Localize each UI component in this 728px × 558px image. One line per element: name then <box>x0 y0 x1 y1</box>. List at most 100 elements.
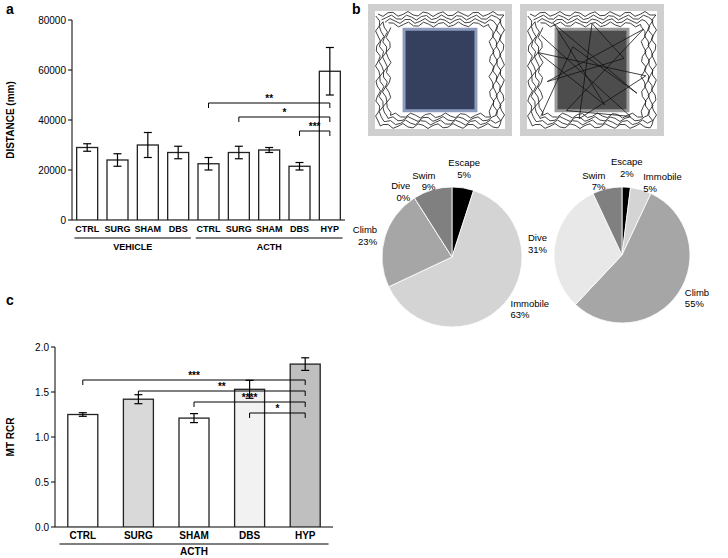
error-cap <box>114 166 122 167</box>
y-tick <box>51 527 55 528</box>
axis-title: DISTANCE (mm) <box>5 81 16 159</box>
panel-label: c <box>6 292 14 308</box>
error-bar <box>114 154 122 167</box>
error-cap <box>265 152 273 153</box>
error-line <box>87 144 88 152</box>
significance-label: * <box>282 107 286 118</box>
error-cap <box>174 158 182 159</box>
panel-label: a <box>6 1 14 17</box>
bar <box>68 415 98 528</box>
significance-bracket <box>83 380 305 385</box>
slice-value-label: 31% <box>528 244 548 255</box>
error-cap <box>235 158 243 159</box>
slice-category-label: Climb <box>353 224 377 235</box>
error-bar <box>79 413 87 417</box>
y-tick-label: 60000 <box>38 65 66 76</box>
track-center <box>406 31 475 109</box>
error-line <box>208 158 209 171</box>
axis-title: MT RCR <box>5 417 16 457</box>
error-cap <box>326 47 334 48</box>
slice-category-label: Swim <box>412 170 435 181</box>
error-line <box>329 48 330 96</box>
significance-bracket <box>250 413 306 418</box>
x-tick-label: DBS <box>290 224 309 234</box>
error-cap <box>114 153 122 154</box>
slice-category-label: Escape <box>448 157 480 168</box>
error-cap <box>235 146 243 147</box>
group-label: VEHICLE <box>113 242 152 252</box>
error-cap <box>144 132 152 133</box>
error-line <box>147 133 148 158</box>
slice-category-label: Dive <box>391 180 410 191</box>
y-tick <box>68 220 72 221</box>
bar <box>107 160 128 220</box>
group-line <box>59 543 328 544</box>
error-bar <box>296 163 304 171</box>
plot-area <box>68 358 320 527</box>
y-tick-label: 2.0 <box>35 342 49 353</box>
y-tick <box>68 20 72 21</box>
error-bar <box>174 146 182 159</box>
significance-label: *** <box>309 121 321 132</box>
bar <box>198 164 219 220</box>
error-bar <box>301 358 309 371</box>
slice-value-label: 5% <box>643 183 657 194</box>
bar <box>179 418 209 527</box>
track-path <box>376 12 505 129</box>
error-line <box>299 163 300 171</box>
bar <box>289 166 310 220</box>
track-center-ring <box>403 28 478 112</box>
x-tick-label: SURG <box>226 224 252 234</box>
error-line <box>238 146 239 159</box>
error-cap <box>174 146 182 147</box>
y-tick-label: 40000 <box>38 115 66 126</box>
x-tick-label: CTRL <box>197 224 221 234</box>
x-tick-label: HYP <box>321 224 340 234</box>
bar <box>77 148 98 221</box>
slice-value-label: 55% <box>685 298 705 309</box>
slice-category-label: Immobile <box>643 171 682 182</box>
track-arena <box>375 11 505 129</box>
error-cap <box>79 412 87 413</box>
error-line <box>269 148 270 153</box>
y-tick-label: 0.5 <box>35 477 49 488</box>
bar <box>228 153 249 221</box>
slice-value-label: 63% <box>511 309 531 320</box>
significance-label: ** <box>265 93 273 104</box>
slice-value-label: 7% <box>592 181 606 192</box>
track-image <box>520 4 664 136</box>
error-bar <box>205 158 213 171</box>
slice-value-label: 23% <box>358 236 378 247</box>
error-line <box>178 146 179 159</box>
bar <box>123 399 153 527</box>
error-bar <box>235 146 243 159</box>
error-line <box>193 414 194 423</box>
track-image <box>368 4 512 136</box>
bar-panel: aDISTANCE (mm)020000400006000080000CTRLS… <box>5 1 345 252</box>
y-tick <box>51 347 55 348</box>
group-label: ACTH <box>180 546 208 557</box>
error-bar <box>134 395 142 404</box>
error-line <box>117 154 118 167</box>
y-tick <box>68 70 72 71</box>
track-frame <box>368 4 512 136</box>
significance-bracket <box>209 103 330 108</box>
x-tick-label: DBS <box>169 224 188 234</box>
track-path <box>528 12 657 129</box>
error-cap <box>83 143 91 144</box>
slice-category-label: Escape <box>611 156 643 167</box>
pie-panel: Escape2%Immobile5%Climb55%Dive31%Swim7% <box>520 4 709 323</box>
slice-value-label: 0% <box>396 192 410 203</box>
y-tick <box>68 120 72 121</box>
error-cap <box>205 157 213 158</box>
error-cap <box>296 169 304 170</box>
y-tick-label: 1.5 <box>35 387 49 398</box>
slice-value-label: 5% <box>457 169 471 180</box>
error-cap <box>301 357 309 358</box>
y-tick-label: 80000 <box>38 15 66 26</box>
significance-label: *** <box>188 370 200 381</box>
error-cap <box>83 151 91 152</box>
significance-label: ** <box>218 381 226 392</box>
significance-label: **** <box>242 392 258 403</box>
x-tick-label: SURG <box>104 224 130 234</box>
